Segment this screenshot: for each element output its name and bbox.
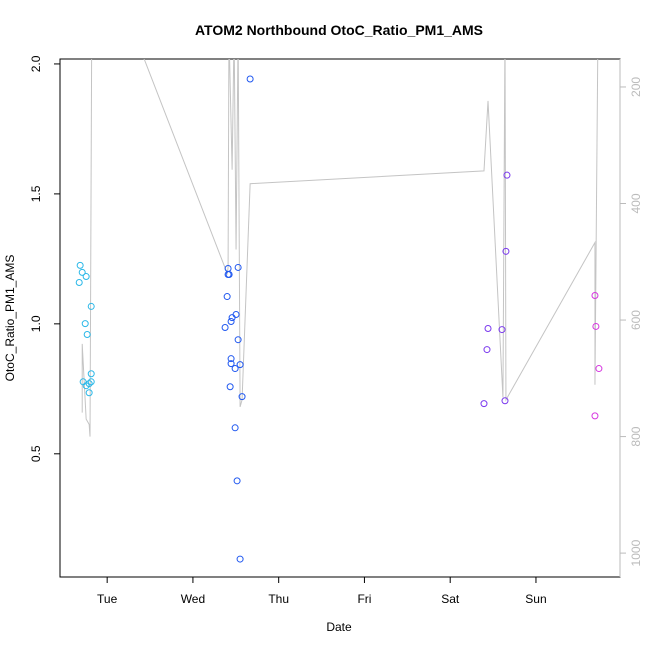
point (223, 293, 231, 301)
point (503, 171, 511, 179)
line (81, 59, 599, 437)
point (78, 268, 86, 276)
point (236, 555, 244, 563)
point (81, 320, 89, 328)
point (498, 326, 506, 334)
point (502, 247, 510, 255)
point (484, 325, 492, 333)
y-axis-label: OtoC_Ratio_PM1_AMS (3, 255, 17, 382)
x-tick-label: Sat (441, 592, 460, 606)
point (234, 336, 242, 344)
plot-frame (59, 58, 621, 578)
point (87, 378, 95, 386)
point (227, 318, 235, 326)
y2-tick-label: 1000 (629, 539, 643, 566)
point (595, 365, 603, 373)
point (75, 279, 83, 287)
x-axis-label: Date (326, 620, 352, 634)
point (246, 75, 254, 83)
y-tick-label: 1.0 (29, 315, 43, 332)
point (76, 261, 84, 269)
point (226, 383, 234, 391)
point (87, 302, 95, 310)
point (591, 412, 599, 420)
x-tick-label: Fri (357, 592, 371, 606)
y-tick-label: 2.0 (29, 55, 43, 72)
point (236, 361, 244, 369)
point (501, 397, 509, 405)
x-tick-label: Sun (525, 592, 546, 606)
plot-area (75, 59, 603, 563)
point (234, 263, 242, 271)
point (85, 380, 93, 388)
point (483, 346, 491, 354)
point (227, 360, 235, 368)
point (87, 370, 95, 378)
x-tick-label: Wed (181, 592, 205, 606)
point (592, 322, 600, 330)
point (480, 400, 488, 408)
point (238, 393, 246, 401)
x-tick-label: Tue (97, 592, 118, 606)
x-tick-label: Thu (268, 592, 289, 606)
point (232, 310, 240, 318)
y2-tick-label: 200 (629, 77, 643, 97)
point (83, 331, 91, 339)
point (225, 270, 233, 278)
y2-tick-label: 600 (629, 310, 643, 330)
point (227, 355, 235, 363)
y2-tick-label: 800 (629, 426, 643, 446)
y-tick-label: 1.5 (29, 185, 43, 202)
point (231, 365, 239, 373)
point (85, 389, 93, 397)
point (591, 292, 599, 300)
point (233, 477, 241, 485)
chart-title: ATOM2 Northbound OtoC_Ratio_PM1_AMS (195, 22, 483, 38)
point (82, 273, 90, 281)
y-tick-label: 0.5 (29, 445, 43, 462)
point (221, 323, 229, 331)
y2-tick-label: 400 (629, 193, 643, 213)
point (228, 314, 236, 322)
point (231, 424, 239, 432)
